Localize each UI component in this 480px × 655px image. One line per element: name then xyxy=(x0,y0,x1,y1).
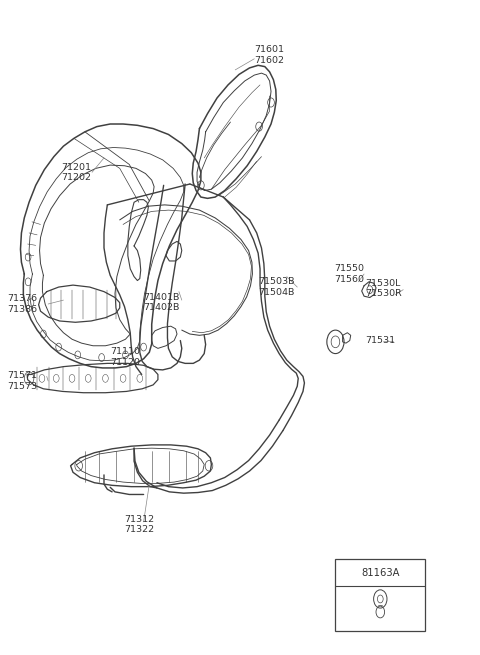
Text: 71571
71573: 71571 71573 xyxy=(7,371,37,390)
Text: 71503B
71504B: 71503B 71504B xyxy=(258,277,295,297)
Text: 81163A: 81163A xyxy=(361,568,399,578)
Text: 71376
71386: 71376 71386 xyxy=(7,294,37,314)
Text: 71312
71322: 71312 71322 xyxy=(124,515,155,534)
FancyBboxPatch shape xyxy=(336,559,425,631)
Text: 71601
71602: 71601 71602 xyxy=(254,45,284,65)
Text: 71531: 71531 xyxy=(365,336,395,345)
Text: 71110
71120: 71110 71120 xyxy=(110,347,140,367)
Text: 71201
71202: 71201 71202 xyxy=(61,162,91,182)
Text: 71401B
71402B: 71401B 71402B xyxy=(144,293,180,312)
Text: 71550
71560: 71550 71560 xyxy=(335,265,364,284)
Text: 71530L
71530R: 71530L 71530R xyxy=(365,278,402,298)
